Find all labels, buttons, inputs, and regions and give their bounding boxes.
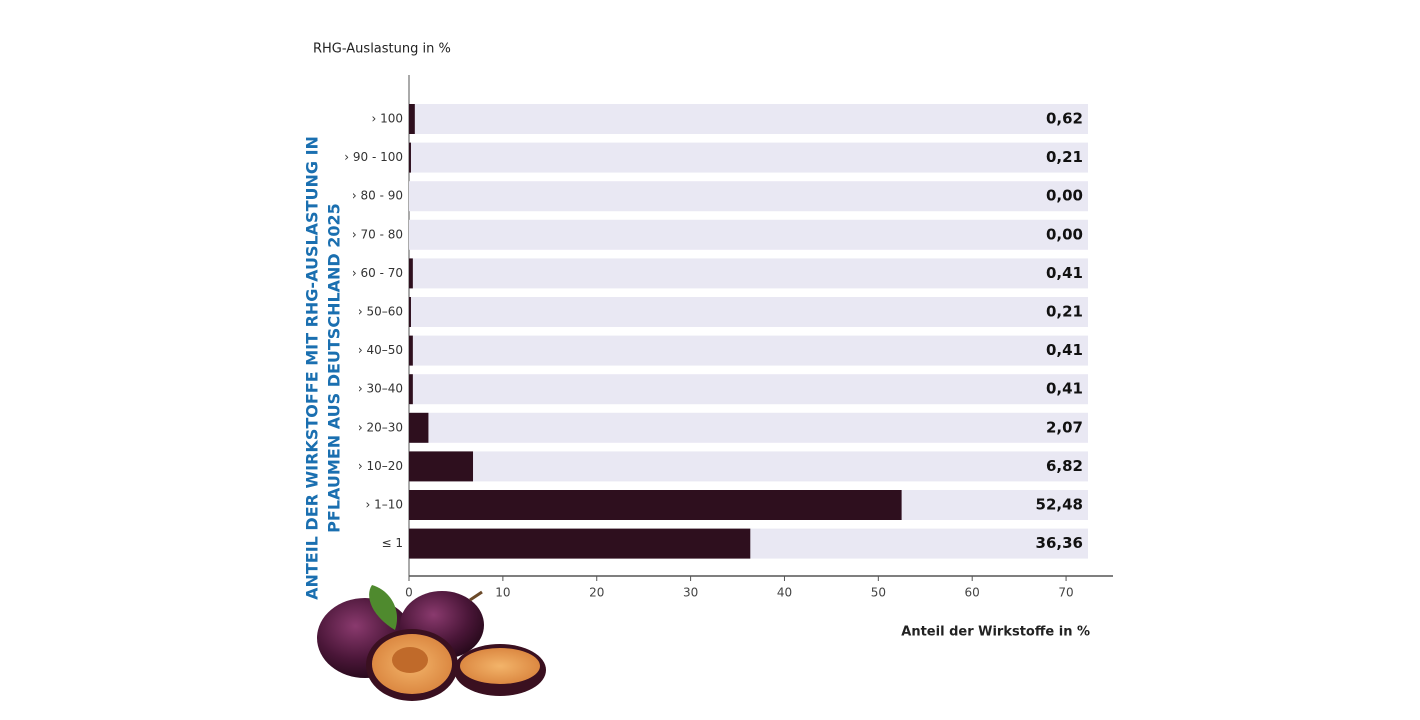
bar-background [409,335,1088,366]
value-label: 0,21 [1046,303,1083,321]
bar [409,297,411,327]
y-tick-label: › 60 - 70 [352,266,403,280]
value-label: 36,36 [1036,534,1083,552]
y-tick-label: › 10–20 [358,459,403,473]
bar [409,258,413,289]
y-tick-label: › 1–10 [365,498,403,512]
x-tick-label: 30 [683,586,698,600]
value-label: 0,21 [1046,148,1083,166]
x-tick-label: 50 [871,586,886,600]
bar-background [409,142,1088,173]
y-tick-label: ≤ 1 [381,536,403,550]
y-axis-label: RHG-Auslastung in % [313,42,451,57]
stem [469,590,483,602]
value-label: 52,48 [1036,496,1083,514]
bar-background [409,297,1088,327]
y-tick-label: › 40–50 [358,343,403,357]
bar [409,528,751,559]
bar-background [409,258,1088,289]
bar-background [409,181,1088,212]
y-tick-label: › 50–60 [358,305,403,319]
bar [409,104,415,134]
y-tick-label: › 80 - 90 [352,189,403,203]
bar [409,335,413,366]
title-line: ANTEIL DER WIRKSTOFFE MIT RHG-AUSLASTUNG… [303,136,322,600]
bar-background [409,451,1088,482]
x-tick-label: 0 [405,586,413,600]
title: ANTEIL DER WIRKSTOFFE MIT RHG-AUSLASTUNG… [303,136,344,600]
value-label: 0,00 [1046,187,1083,205]
x-axis-label: Anteil der Wirkstoffe in % [901,625,1090,640]
value-label: 2,07 [1046,418,1083,436]
leaf [369,585,398,630]
y-tick-label: › 30–40 [358,382,403,396]
bar [409,412,429,443]
x-tick-label: 40 [777,586,792,600]
value-label: 0,62 [1046,110,1083,128]
plum-stone [392,647,428,673]
x-tick-label: 10 [495,586,510,600]
y-tick-label: › 100 [371,112,403,126]
bar [409,451,474,482]
y-tick-label: › 90 - 100 [344,150,403,164]
title-line: PFLAUMEN AUS DEUTSCHLAND 2025 [325,203,344,533]
bar-background [409,219,1088,250]
y-tick-label: › 20–30 [358,420,403,434]
value-label: 0,41 [1046,380,1083,398]
x-tick-label: 70 [1058,586,1073,600]
bar [409,142,411,173]
value-label: 0,41 [1046,264,1083,282]
value-label: 0,41 [1046,341,1083,359]
plum-illustration [317,585,546,701]
bar-background [409,412,1088,443]
value-label: 0,00 [1046,225,1083,243]
plum-flesh [460,648,540,684]
bar-background [409,104,1088,134]
y-tick-label: › 70 - 80 [352,227,403,241]
bar-background [409,374,1088,405]
bar [409,374,413,405]
x-tick-label: 60 [965,586,980,600]
value-label: 6,82 [1046,457,1083,475]
bar [409,490,902,520]
x-tick-label: 20 [589,586,604,600]
